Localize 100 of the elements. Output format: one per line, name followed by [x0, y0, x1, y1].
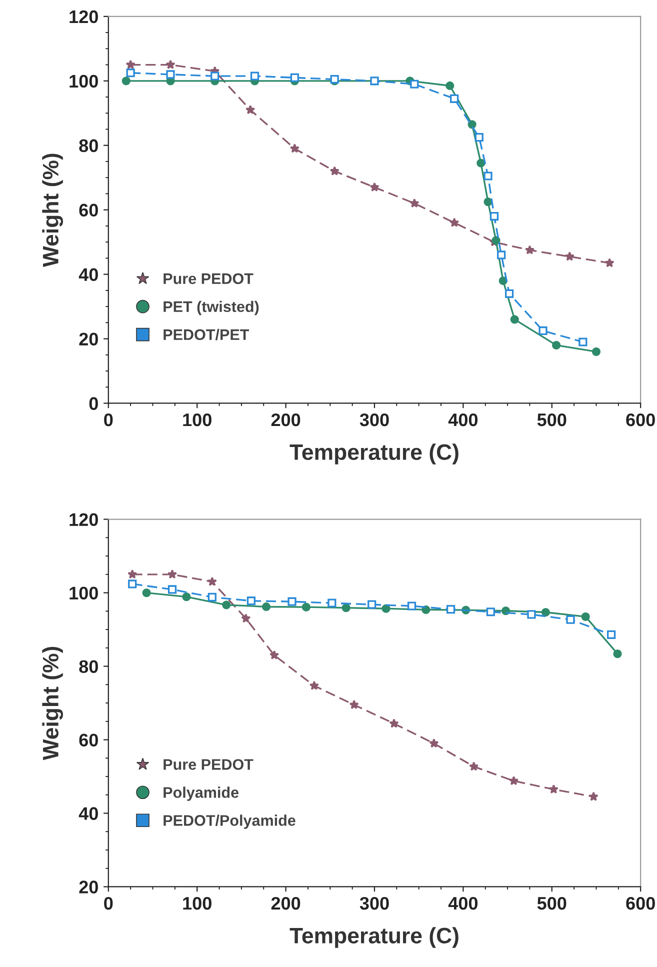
x-tick-label: 100	[183, 413, 212, 426]
point	[484, 172, 492, 180]
point	[167, 569, 178, 579]
point	[510, 315, 519, 324]
x-tick-label: 500	[537, 896, 566, 910]
point	[581, 612, 590, 621]
point	[498, 276, 508, 286]
point	[407, 602, 416, 610]
point	[142, 588, 151, 598]
point	[527, 610, 536, 619]
point	[166, 70, 175, 79]
point	[207, 576, 217, 586]
point	[607, 630, 616, 639]
y-tick-label: 80	[79, 660, 98, 673]
point	[578, 338, 588, 346]
point	[250, 72, 260, 80]
point	[330, 166, 340, 176]
x-tick-label: 400	[448, 896, 478, 910]
point	[288, 597, 296, 606]
point	[613, 649, 622, 658]
point	[290, 73, 299, 82]
point	[382, 604, 390, 613]
point	[208, 592, 216, 602]
point	[126, 68, 135, 78]
y-tick-label: 60	[79, 204, 98, 217]
point	[302, 602, 310, 612]
point	[290, 144, 300, 153]
point	[410, 198, 420, 208]
legend-label: PEDOT/PET	[164, 328, 250, 340]
point	[370, 182, 380, 192]
point	[182, 592, 191, 602]
point	[410, 80, 419, 88]
y-tick-label: 20	[79, 880, 98, 894]
point	[328, 598, 336, 608]
x-tick-label: 600	[626, 413, 655, 426]
x-axis-title: Temperature (C)	[290, 927, 458, 948]
point	[474, 133, 484, 142]
point	[486, 608, 495, 616]
y-axis-title: Weight (%)	[42, 646, 64, 760]
point	[476, 158, 486, 168]
point	[122, 76, 130, 86]
point	[505, 289, 514, 298]
y-tick-label: 0	[89, 397, 98, 410]
legend-label: PEDOT/Polyamide	[164, 814, 296, 829]
y-tick-label: 120	[70, 10, 98, 24]
point	[450, 218, 460, 227]
legend-label: Polyamide	[164, 786, 239, 801]
point	[508, 776, 519, 786]
y-tick-label: 60	[79, 734, 98, 746]
x-tick-label: 500	[537, 413, 566, 426]
point	[541, 608, 550, 617]
y-tick-label: 80	[79, 139, 98, 152]
y-tick-label: 120	[70, 513, 98, 526]
point	[241, 613, 251, 623]
point	[446, 81, 454, 90]
point	[538, 326, 548, 336]
point	[309, 680, 319, 690]
point	[128, 580, 137, 588]
point	[588, 792, 598, 801]
point	[210, 72, 220, 80]
point	[342, 604, 350, 612]
point	[604, 258, 614, 268]
point	[128, 569, 138, 579]
point	[552, 340, 561, 350]
point	[429, 738, 439, 748]
point	[566, 615, 575, 624]
x-tick-label: 600	[626, 896, 655, 910]
point	[389, 718, 399, 728]
x-tick-label: 200	[271, 896, 300, 910]
point	[524, 245, 535, 254]
y-tick-label: 40	[78, 268, 98, 282]
point	[269, 650, 280, 660]
y-tick-label: 100	[70, 74, 98, 88]
x-tick-label: 0	[104, 413, 113, 426]
point	[490, 212, 499, 221]
x-tick-label: 300	[360, 413, 389, 426]
point	[262, 602, 271, 612]
point	[592, 347, 601, 356]
y-tick-label: 100	[70, 586, 98, 600]
point	[246, 596, 256, 606]
point	[166, 60, 176, 69]
point	[246, 104, 256, 114]
point	[446, 605, 456, 614]
point	[548, 784, 558, 794]
x-tick-label: 300	[360, 896, 389, 910]
point	[492, 236, 500, 245]
point	[497, 250, 506, 260]
legend-label: PET (twisted)	[164, 300, 259, 316]
legend-label: Pure PEDOT	[164, 273, 254, 284]
point	[349, 700, 359, 710]
point	[468, 120, 476, 129]
x-tick-label: 100	[183, 896, 212, 910]
point	[168, 585, 177, 594]
x-tick-label: 400	[448, 413, 478, 426]
point	[126, 60, 136, 69]
legend-label: Pure PEDOT	[164, 759, 254, 770]
point	[368, 600, 376, 609]
point	[222, 600, 231, 610]
y-axis-title: Weight (%)	[42, 154, 64, 268]
point	[469, 762, 479, 771]
